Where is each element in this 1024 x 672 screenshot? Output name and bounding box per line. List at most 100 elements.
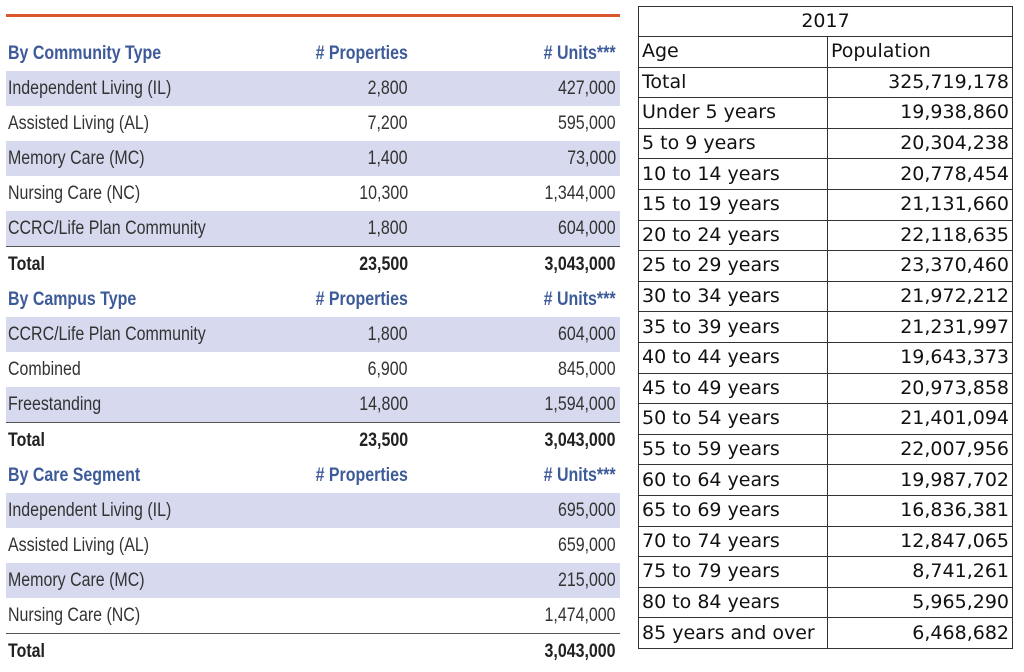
units-column-header: # Units*** xyxy=(530,282,616,317)
units-value-text: 659,000 xyxy=(558,535,616,556)
table-row: Freestanding 14,800 1,594,000 xyxy=(6,387,620,422)
units-value-text: 595,000 xyxy=(558,113,616,134)
population-cell: 325,719,178 xyxy=(827,66,1013,99)
table-row: 40 to 44 years 19,643,373 xyxy=(638,341,1013,374)
properties-value: 1,400 xyxy=(360,141,408,176)
population-cell: 5,965,290 xyxy=(827,586,1013,619)
properties-value: 6,900 xyxy=(360,352,408,387)
section-header-row: By Campus Type # Properties # Units*** xyxy=(6,282,620,317)
population-table-body: 2017 Age Population Total 325,719,178 Unde… xyxy=(638,6,1013,649)
senior-housing-table-body: By Community Type # Properties # Units*** I… xyxy=(6,36,620,669)
row-label-text: Freestanding xyxy=(8,394,102,415)
table-row: 15 to 19 years 21,131,660 xyxy=(638,188,1013,221)
table-row: 45 to 49 years 20,973,858 xyxy=(638,372,1013,405)
population-cell: 20,778,454 xyxy=(827,158,1013,190)
properties-value-text: 10,300 xyxy=(359,183,408,204)
table-row: Total 325,719,178 xyxy=(638,66,1013,99)
section-title-text: By Care Segment xyxy=(8,465,141,486)
units-value-text: 604,000 xyxy=(558,324,616,345)
units-value: 845,000 xyxy=(547,352,616,387)
units-value: 427,000 xyxy=(547,71,616,106)
units-value: 215,000 xyxy=(547,563,616,598)
total-label-text: Total xyxy=(8,641,45,662)
age-cell: 65 to 69 years xyxy=(638,494,828,527)
units-column-header-text: # Units*** xyxy=(544,465,616,486)
units-value-text: 1,344,000 xyxy=(544,183,616,204)
table-row: 30 to 34 years 21,972,212 xyxy=(638,280,1013,313)
row-label-text: Memory Care (MC) xyxy=(8,148,145,169)
table-row: CCRC/Life Plan Community 1,800 604,000 xyxy=(6,317,620,352)
age-cell: 80 to 84 years xyxy=(638,586,828,619)
table-row: Independent Living (IL) 695,000 xyxy=(6,493,620,528)
table-row: 35 to 39 years 21,231,997 xyxy=(638,311,1013,343)
units-value: 595,000 xyxy=(547,106,616,141)
row-label: Assisted Living (AL) xyxy=(8,106,176,141)
age-cell: 55 to 59 years xyxy=(638,433,828,466)
properties-column-header-text: # Properties xyxy=(315,43,408,64)
table-row: Nursing Care (NC) 10,300 1,344,000 xyxy=(6,176,620,211)
units-column-header-text: # Units*** xyxy=(544,289,616,310)
section-header-row: By Care Segment # Properties # Units*** xyxy=(6,458,620,493)
row-label-text: CCRC/Life Plan Community xyxy=(8,218,206,239)
units-column-header: # Units*** xyxy=(530,458,616,493)
units-column-header-text: # Units*** xyxy=(544,43,616,64)
age-cell: 5 to 9 years xyxy=(638,127,828,160)
population-cell: 22,118,635 xyxy=(827,219,1013,252)
population-cell: 12,847,065 xyxy=(827,525,1013,558)
row-label-text: Nursing Care (NC) xyxy=(8,605,141,626)
population-cell: 21,231,997 xyxy=(827,311,1013,343)
senior-housing-table: By Community Type # Properties # Units*** I… xyxy=(6,14,620,669)
population-by-age-table: 2017 Age Population Total 325,719,178 Unde… xyxy=(638,6,1013,649)
units-value-text: 427,000 xyxy=(558,78,616,99)
row-label: Memory Care (MC) xyxy=(8,141,171,176)
age-cell: 70 to 74 years xyxy=(638,525,828,558)
age-cell: 40 to 44 years xyxy=(638,341,828,374)
table-row: Assisted Living (AL) 7,200 595,000 xyxy=(6,106,620,141)
units-value: 1,474,000 xyxy=(531,598,616,633)
table-row: 75 to 79 years 8,741,261 xyxy=(638,556,1013,588)
table-row: 50 to 54 years 21,401,094 xyxy=(638,403,1013,435)
units-value: 604,000 xyxy=(547,211,616,246)
total-units: 3,043,000 xyxy=(531,634,616,669)
age-cell: 45 to 49 years xyxy=(638,372,828,405)
properties-value: 10,300 xyxy=(350,176,408,211)
table-row: 55 to 59 years 22,007,956 xyxy=(638,433,1013,466)
total-properties-text: 23,500 xyxy=(359,430,408,451)
units-value: 659,000 xyxy=(547,528,616,563)
row-label: Freestanding xyxy=(8,387,119,422)
properties-column-header-text: # Properties xyxy=(315,465,408,486)
units-value-text: 1,594,000 xyxy=(544,394,616,415)
age-cell: Total xyxy=(638,66,828,99)
properties-value: 1,800 xyxy=(360,317,408,352)
top-accent-rule xyxy=(6,14,620,17)
table-row: Nursing Care (NC) 1,474,000 xyxy=(6,598,620,633)
properties-value: 1,800 xyxy=(360,211,408,246)
age-cell: Under 5 years xyxy=(638,97,828,129)
row-label-text: CCRC/Life Plan Community xyxy=(8,324,206,345)
row-label: Combined xyxy=(8,352,95,387)
units-value-text: 1,474,000 xyxy=(544,605,616,626)
total-label: Total xyxy=(8,423,52,458)
total-properties: 23,500 xyxy=(350,247,408,282)
section-title: By Campus Type xyxy=(8,282,161,317)
table-row: 65 to 69 years 16,836,381 xyxy=(638,494,1013,527)
total-label-text: Total xyxy=(8,254,45,275)
population-cell: 23,370,460 xyxy=(827,250,1013,282)
total-units: 3,043,000 xyxy=(531,247,616,282)
properties-column-header: # Properties xyxy=(298,282,408,317)
units-value-text: 73,000 xyxy=(567,148,616,169)
age-cell: 15 to 19 years xyxy=(638,188,828,221)
table-row: 80 to 84 years 5,965,290 xyxy=(638,586,1013,619)
population-cell: 8,741,261 xyxy=(827,556,1013,588)
population-cell: 21,972,212 xyxy=(827,280,1013,313)
row-label-text: Assisted Living (AL) xyxy=(8,535,150,556)
table-row: Assisted Living (AL) 659,000 xyxy=(6,528,620,563)
row-label: Memory Care (MC) xyxy=(8,563,171,598)
total-label: Total xyxy=(8,634,52,669)
properties-value-text: 14,800 xyxy=(359,394,408,415)
table-row: Memory Care (MC) 1,400 73,000 xyxy=(6,141,620,176)
total-label-text: Total xyxy=(8,430,45,451)
units-value-text: 215,000 xyxy=(558,570,616,591)
row-label-text: Nursing Care (NC) xyxy=(8,183,141,204)
age-cell: 20 to 24 years xyxy=(638,219,828,252)
